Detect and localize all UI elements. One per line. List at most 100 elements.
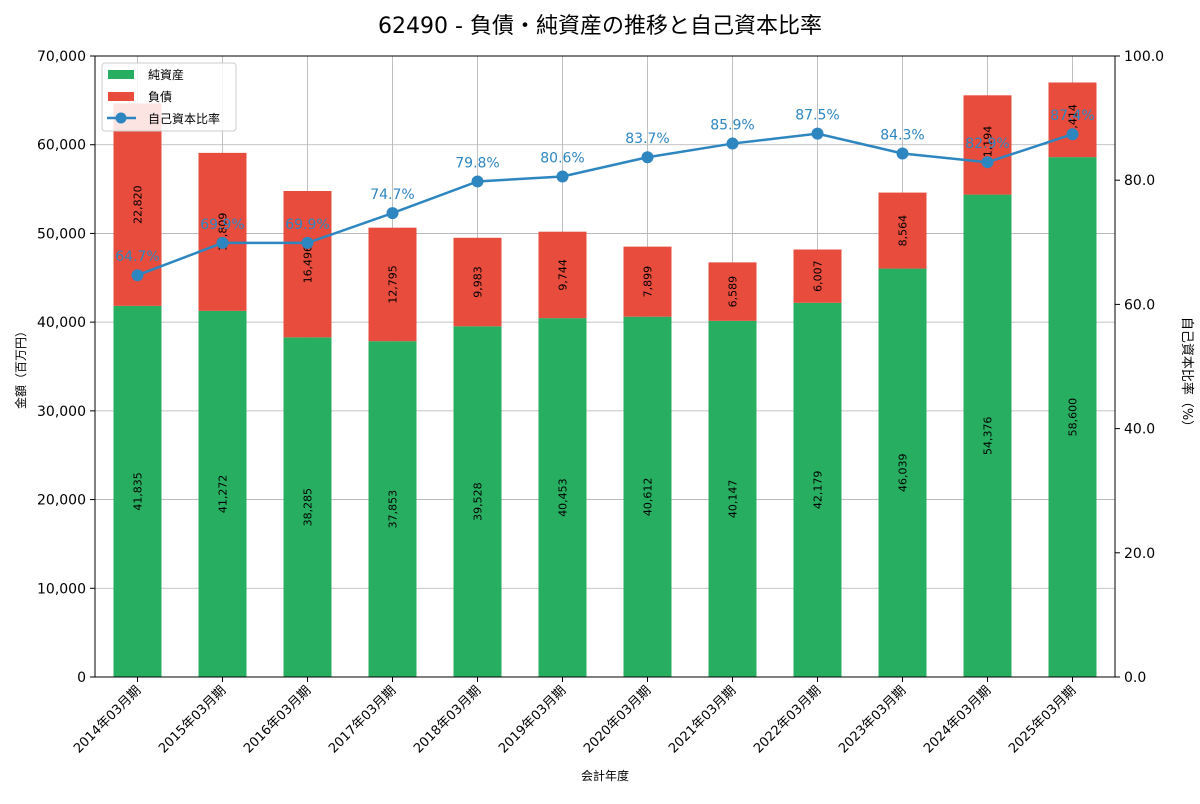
y2-tick-label: 40.0 <box>1124 422 1155 438</box>
ratio-label: 87.4% <box>1050 108 1094 124</box>
x-tick-label: 2021年03月期 <box>666 683 739 756</box>
bar-label-liability: 11,194 <box>982 126 995 165</box>
x-tick-label: 2019年03月期 <box>496 683 569 756</box>
x-tick-label: 2020年03月期 <box>581 683 654 756</box>
bar-label-liability: 12,795 <box>387 265 400 304</box>
x-tick-label: 2016年03月期 <box>241 683 314 756</box>
bar-label-equity: 54,376 <box>982 417 995 456</box>
bar-equity <box>623 316 672 677</box>
bar-label-liability: 22,820 <box>132 185 145 224</box>
y-tick-label: 10,000 <box>37 581 86 597</box>
ratio-point <box>726 137 739 150</box>
legend-label-ratio: 自己資本比率 <box>148 111 220 126</box>
y-tick-label: 30,000 <box>37 404 86 420</box>
ratio-label: 69.9% <box>285 217 329 233</box>
ratio-point <box>471 175 484 188</box>
bar-liability <box>878 192 927 269</box>
x-tick-label: 2018年03月期 <box>411 683 484 756</box>
chart-title: 62490 - 負債・純資産の推移と自己資本比率 <box>378 14 822 39</box>
bar-liability <box>453 237 502 327</box>
x-tick-label: 2024年03月期 <box>921 683 994 756</box>
bar-equity <box>368 341 417 677</box>
bar-label-equity: 37,853 <box>387 490 400 529</box>
ratio-point <box>386 207 399 220</box>
bar-label-liability: 8,564 <box>897 215 910 247</box>
legend-marker-ratio <box>115 112 127 124</box>
bar-label-equity: 40,147 <box>727 480 740 519</box>
bar-label-equity: 46,039 <box>897 454 910 493</box>
ratio-point <box>641 151 654 164</box>
bar-liability <box>623 246 672 317</box>
legend-label-equity: 純資産 <box>148 67 184 82</box>
bar-equity <box>198 310 247 677</box>
ratio-label: 79.8% <box>455 155 499 171</box>
y-tick-label: 50,000 <box>37 226 86 242</box>
y2-tick-label: 60.0 <box>1124 297 1155 313</box>
bar-liability <box>198 152 247 311</box>
ratio-label: 69.9% <box>200 217 244 233</box>
x-tick-label: 2014年03月期 <box>71 683 144 756</box>
bar-label-equity: 42,179 <box>812 471 825 510</box>
bar-equity <box>283 337 332 677</box>
ratio-point <box>216 236 229 249</box>
y-tick-label: 40,000 <box>37 315 86 331</box>
bar-label-equity: 58,600 <box>1067 398 1080 437</box>
bar-label-equity: 40,612 <box>642 478 655 517</box>
bar-label-equity: 38,285 <box>302 488 315 527</box>
y2-axis-label: 自己資本比率（%） <box>1179 317 1195 433</box>
x-tick-label: 2025年03月期 <box>1006 683 1079 756</box>
legend-label-liability: 負債 <box>148 89 172 104</box>
y-tick-label: 70,000 <box>37 49 86 65</box>
grid-layer <box>95 55 1115 678</box>
ratio-point <box>981 156 994 169</box>
ratio-point <box>1066 128 1079 141</box>
ratio-point <box>896 147 909 160</box>
bar-liability <box>1048 82 1097 158</box>
y-tick-label: 0 <box>77 670 86 686</box>
legend-swatch-liability <box>108 92 134 101</box>
x-tick-label: 2017年03月期 <box>326 683 399 756</box>
y-axis-label: 金額（百万円） <box>13 325 28 409</box>
ratio-point <box>301 236 314 249</box>
ratio-line-layer: 64.7% 69.9% 69.9% 74.7% 79.8% 80.6% 83.7% 85.9%… <box>115 108 1095 282</box>
bar-equity <box>538 318 587 677</box>
x-tick-label: 2022年03月期 <box>751 683 824 756</box>
bar-label-liability: 7,899 <box>642 266 655 298</box>
ratio-label: 87.5% <box>795 108 839 124</box>
legend-box <box>101 62 237 132</box>
bar-label-equity: 41,835 <box>132 472 145 511</box>
bar-equity <box>963 194 1012 678</box>
y2-tick-label: 100.0 <box>1124 49 1164 65</box>
ratio-label: 80.6% <box>540 150 584 166</box>
bar-label-equity: 41,272 <box>217 475 230 514</box>
bar-label-equity: 39,528 <box>472 482 485 521</box>
ratio-point <box>131 269 144 282</box>
bar-equity <box>708 320 757 677</box>
bar-label-liability: 9,983 <box>472 266 485 298</box>
bar-liability <box>793 249 842 303</box>
bar-liability <box>538 231 587 319</box>
y2-tick-label: 80.0 <box>1124 173 1155 189</box>
ratio-label: 84.3% <box>880 127 924 143</box>
ratio-label: 64.7% <box>115 249 159 265</box>
bar-equity <box>1048 157 1097 678</box>
bar-label-liability: 9,744 <box>557 259 570 291</box>
ratio-label: 85.9% <box>710 118 754 134</box>
bar-label-equity: 40,453 <box>557 478 570 516</box>
bar-label-liability: 16,496 <box>302 245 315 284</box>
x-tick-label: 2015年03月期 <box>156 683 229 756</box>
ratio-label: 83.7% <box>625 131 669 147</box>
ratio-label: 82.9% <box>965 136 1009 152</box>
ratio-line <box>137 132 1073 277</box>
ratio-point <box>811 127 824 140</box>
y-tick-label: 20,000 <box>37 493 86 509</box>
bar-liability <box>368 227 417 342</box>
bar-equity <box>878 268 927 677</box>
bar-liability <box>708 262 757 321</box>
bar-liability <box>963 95 1012 195</box>
bars-layer <box>113 82 1097 678</box>
bar-label-liability: 8,414 <box>1067 104 1080 136</box>
